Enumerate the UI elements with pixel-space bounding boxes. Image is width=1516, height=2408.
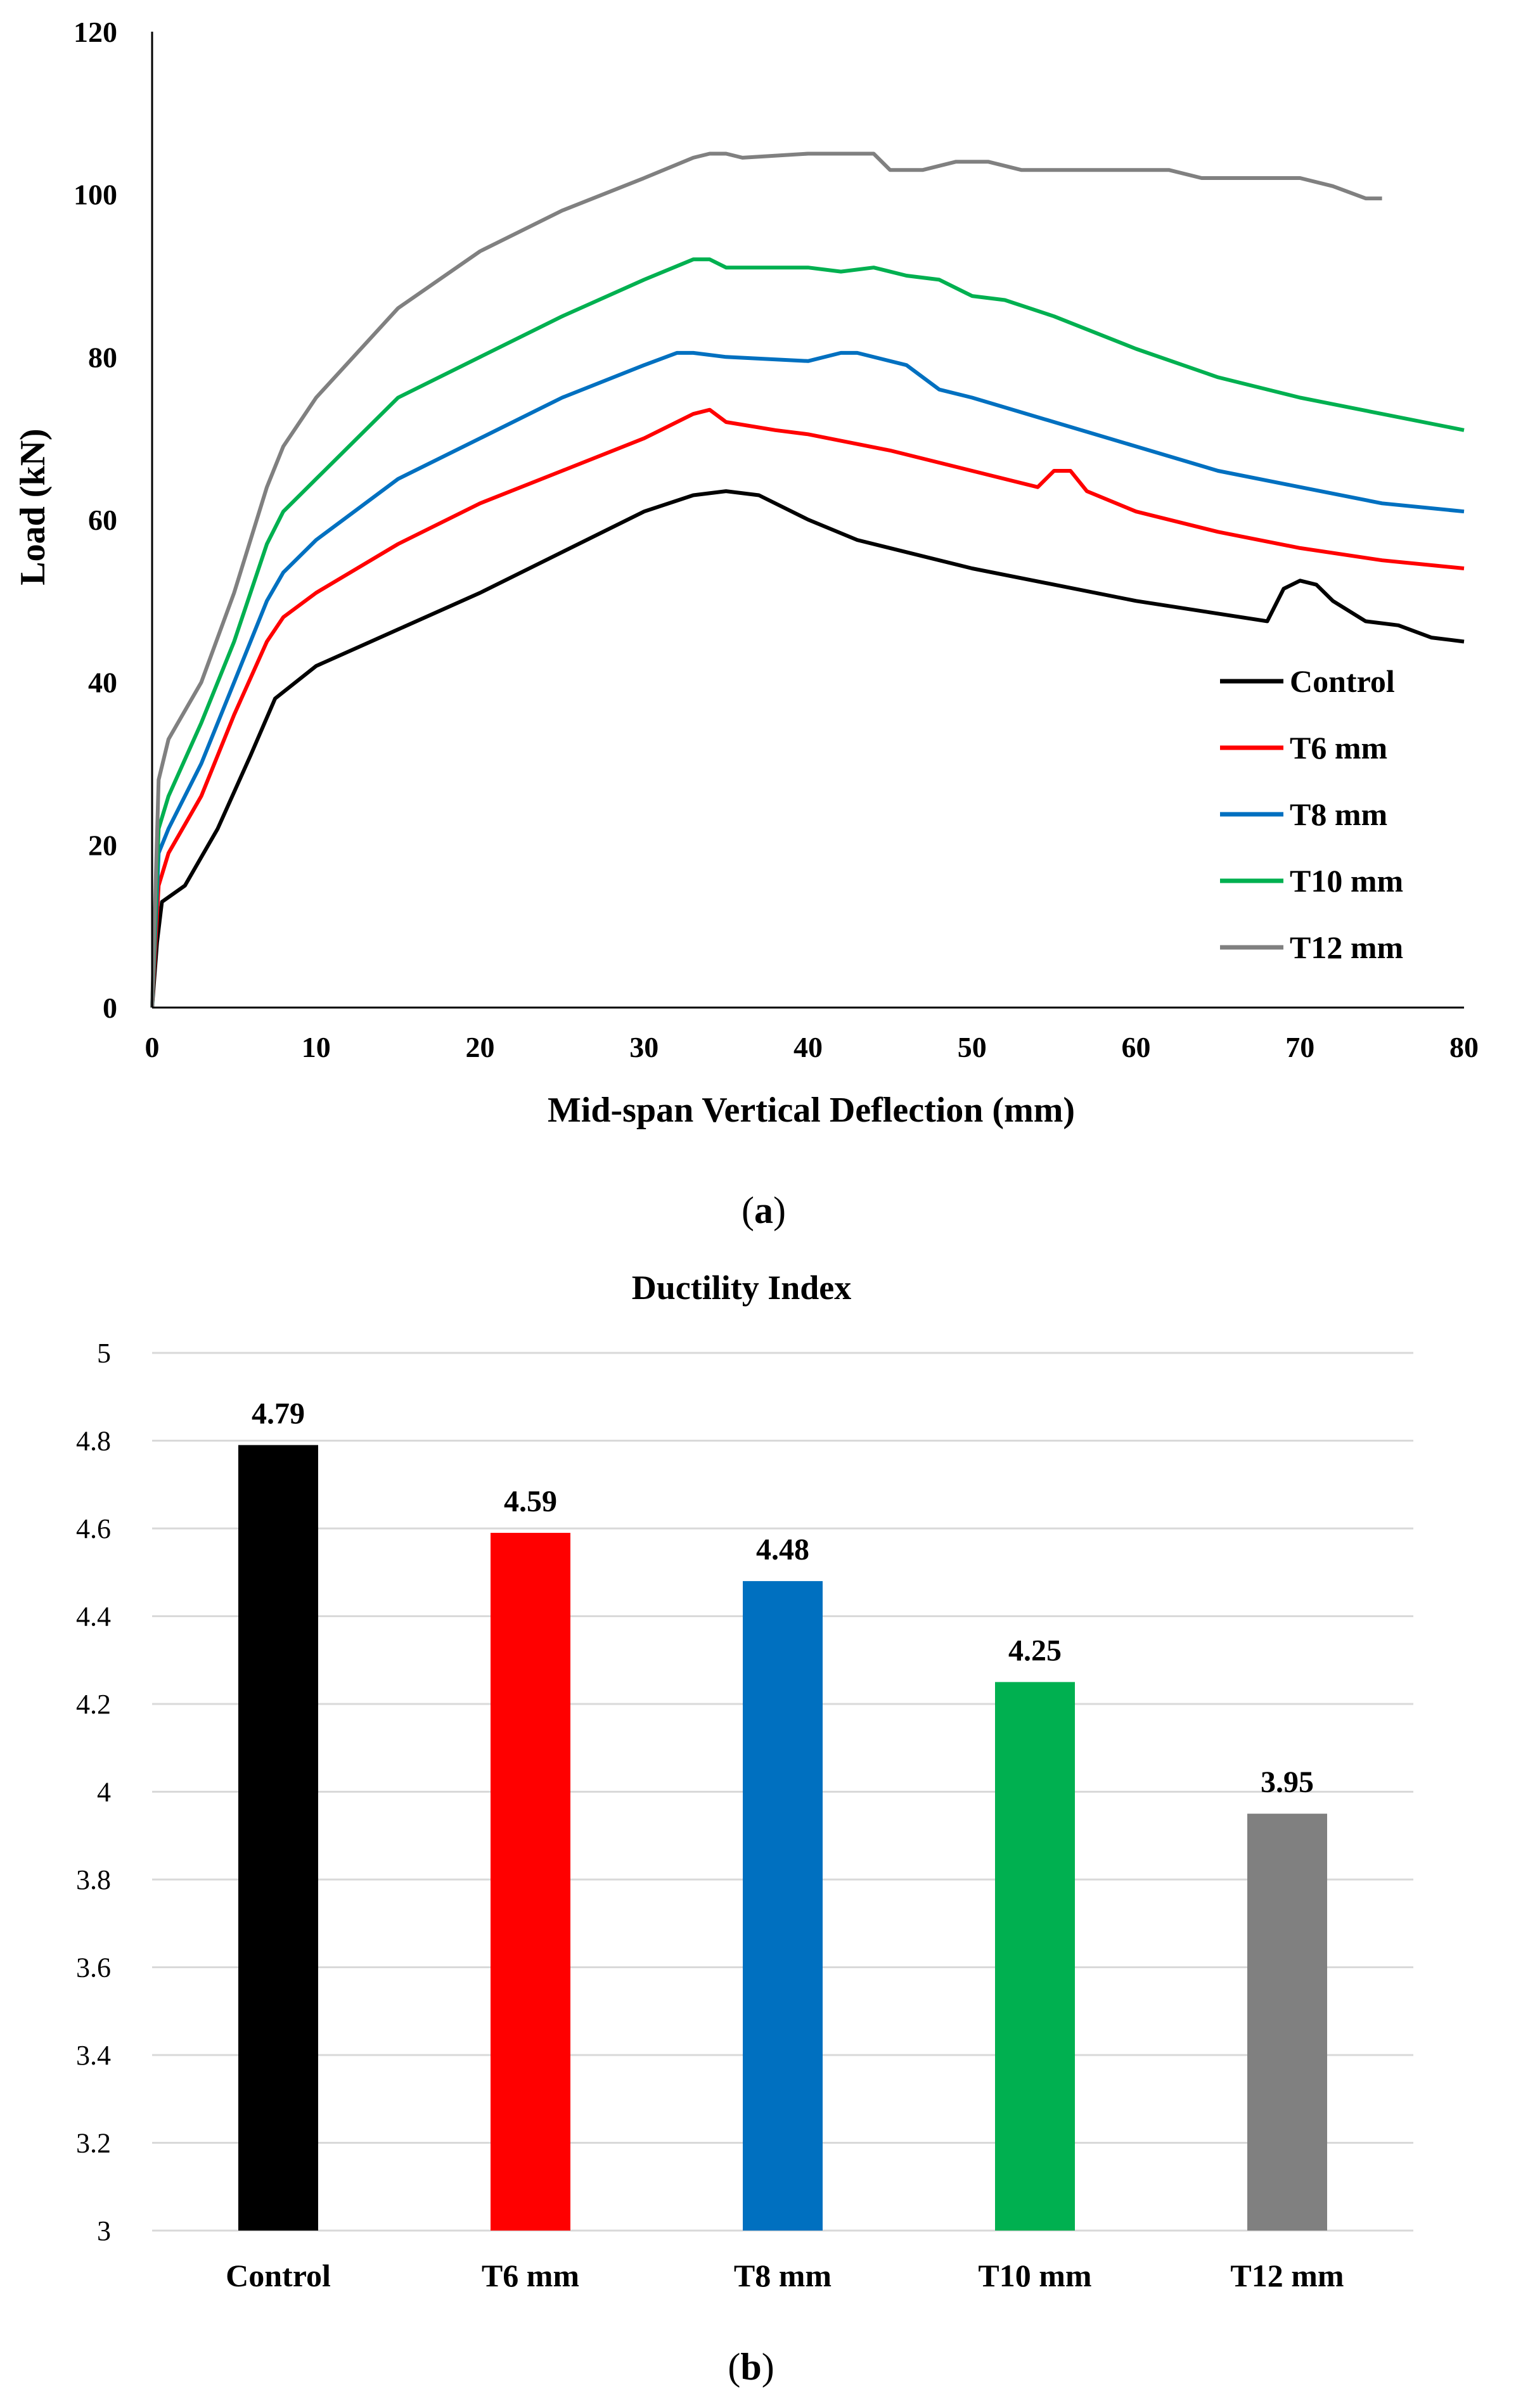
y-tick-label: 3.8: [76, 1864, 111, 1895]
legend-label: Control: [1290, 663, 1395, 699]
x-tick-label: 40: [793, 1031, 823, 1063]
data-label: 4.25: [1008, 1634, 1062, 1667]
panel-label-b-letter: b: [740, 2346, 761, 2388]
x-tick-label: 60: [1122, 1031, 1151, 1063]
legend-label: T10 mm: [1290, 863, 1403, 899]
legend-label: T8 mm: [1290, 797, 1387, 832]
legend-label: T6 mm: [1290, 730, 1387, 765]
x-tick-label: 0: [145, 1031, 160, 1063]
data-label: 3.95: [1261, 1765, 1314, 1799]
y-tick-label: 4.6: [76, 1513, 111, 1544]
category-label: T10 mm: [978, 2258, 1091, 2293]
x-tick-label: 50: [958, 1031, 987, 1063]
panel-label-b: (b): [728, 2346, 774, 2388]
y-tick-labels: 3 3.2 3.4 3.6 3.8 4 4.2 4.4 4.6 4.8 5: [76, 1338, 111, 2246]
x-tick-label: 20: [466, 1031, 495, 1063]
y-tick-label: 3.4: [76, 2040, 111, 2071]
series-line-t12-mm: [150, 151, 1382, 1008]
y-axis-title: Load (kN): [13, 428, 53, 585]
bar-t6-mm: [491, 1532, 570, 2231]
y-tick-label: 4.2: [76, 1689, 111, 1720]
category-labels: Control T6 mm T8 mm T10 mm T12 mm: [226, 2258, 1344, 2293]
y-tick-label: 80: [88, 341, 117, 373]
panel-label-a: (a): [742, 1189, 786, 1231]
legend-label: T12 mm: [1290, 930, 1403, 965]
bar-control: [238, 1445, 318, 2231]
x-tick-label: 10: [302, 1031, 331, 1063]
chart-title: Ductility Index: [632, 1269, 852, 1307]
y-tick-label: 4: [97, 1777, 111, 1808]
y-tick-label: 4.8: [76, 1426, 111, 1457]
x-tick-label: 30: [629, 1031, 658, 1063]
y-tick-labels: 0 20 40 60 80 100 120: [74, 16, 117, 1024]
y-tick-label: 20: [88, 829, 117, 861]
y-tick-label: 4.4: [76, 1601, 111, 1632]
bar-t8-mm: [743, 1581, 823, 2231]
x-axis-title: Mid-span Vertical Deflection (mm): [548, 1091, 1075, 1130]
panel-label-a-letter: a: [754, 1189, 773, 1231]
category-label: Control: [226, 2258, 331, 2293]
category-label: T8 mm: [734, 2258, 832, 2293]
bar-t12-mm: [1247, 1814, 1327, 2231]
series-line-t8-mm: [150, 350, 1465, 1008]
x-tick-label: 70: [1285, 1031, 1314, 1063]
series-line-t6-mm: [150, 407, 1465, 1008]
line-chart-load-deflection: 0 20 40 60 80 100 120 0 10 20 30 40 50 60 70 80 Contro…: [13, 16, 1479, 1231]
bar-t10-mm: [995, 1682, 1075, 2231]
y-tick-label: 120: [74, 16, 117, 48]
y-tick-label: 40: [88, 667, 117, 699]
data-label: 4.79: [252, 1397, 305, 1430]
y-tick-label: 60: [88, 504, 117, 536]
bars: [238, 1445, 1327, 2231]
series-lines: [150, 151, 1465, 1008]
data-label: 4.48: [756, 1533, 809, 1566]
series-line-control: [150, 489, 1465, 1008]
x-tick-label: 80: [1449, 1031, 1479, 1063]
y-tick-label: 3: [97, 2215, 111, 2246]
y-tick-label: 5: [97, 1338, 111, 1369]
legend: Control T6 mm T8 mm T10 mm T12 mm: [1220, 663, 1403, 965]
y-tick-label: 3.2: [76, 2128, 111, 2159]
y-tick-label: 0: [103, 992, 117, 1024]
series-line-t10-mm: [150, 257, 1465, 1008]
y-tick-label: 3.6: [76, 1952, 111, 1983]
y-tick-label: 100: [74, 179, 117, 211]
category-label: T6 mm: [482, 2258, 579, 2293]
data-label: 4.59: [504, 1485, 557, 1518]
x-tick-labels: 0 10 20 30 40 50 60 70 80: [145, 1031, 1479, 1063]
data-labels: 4.79 4.59 4.48 4.25 3.95: [252, 1397, 1314, 1799]
bar-chart-ductility-index: Ductility Index 3 3.2 3.4 3.6 3.8 4 4.2 4.4 4.6 4…: [76, 1269, 1413, 2388]
category-label: T12 mm: [1230, 2258, 1344, 2293]
